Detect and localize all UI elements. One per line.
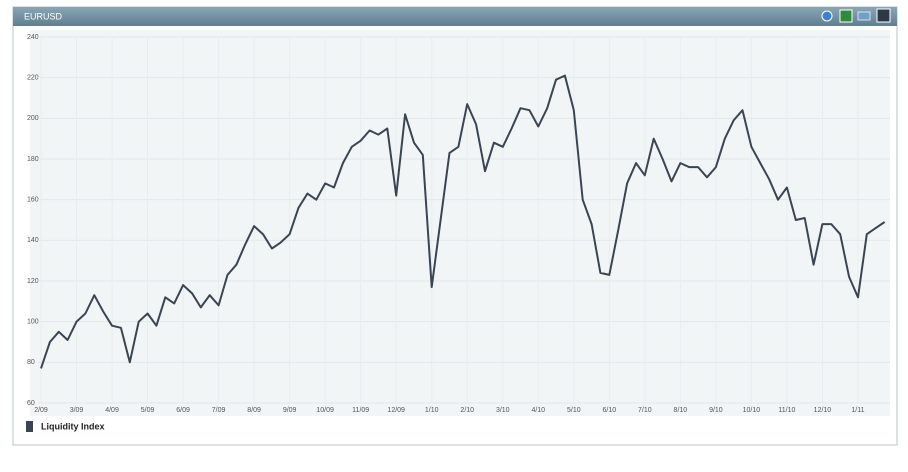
x-tick-label: 3/09 bbox=[70, 407, 84, 414]
y-tick-label: 180 bbox=[27, 156, 39, 163]
widget-header bbox=[13, 7, 897, 26]
legend-swatch bbox=[26, 421, 33, 432]
y-tick-label: 140 bbox=[27, 237, 39, 244]
popout-icon[interactable] bbox=[876, 8, 891, 23]
x-tick-label: 5/10 bbox=[567, 407, 581, 414]
info-icon[interactable] bbox=[821, 10, 833, 22]
x-tick-label: 1/10 bbox=[425, 407, 439, 414]
x-tick-label: 9/10 bbox=[709, 407, 723, 414]
x-tick-label: 6/09 bbox=[176, 407, 190, 414]
y-tick-label: 200 bbox=[27, 115, 39, 122]
x-tick-label: 7/09 bbox=[212, 407, 226, 414]
x-tick-label: 4/09 bbox=[105, 407, 119, 414]
x-tick-label: 5/09 bbox=[141, 407, 155, 414]
x-tick-label: 12/09 bbox=[387, 407, 405, 414]
x-tick-label: 9/09 bbox=[283, 407, 297, 414]
x-tick-label: 8/10 bbox=[674, 407, 688, 414]
data-line bbox=[40, 74, 886, 369]
x-tick-label: 3/10 bbox=[496, 407, 510, 414]
x-tick-label: 11/10 bbox=[778, 407, 795, 414]
x-tick-label: 4/10 bbox=[531, 407, 545, 414]
x-tick-label: 6/10 bbox=[603, 407, 617, 414]
link-icon[interactable] bbox=[857, 11, 871, 21]
y-tick-label: 220 bbox=[27, 75, 39, 82]
x-tick-label: 10/09 bbox=[316, 407, 334, 414]
y-tick-label: 60 bbox=[27, 400, 35, 407]
y-tick-label: 240 bbox=[27, 34, 39, 41]
excel-icon[interactable] bbox=[839, 9, 853, 23]
legend-label: Liquidity Index bbox=[41, 421, 105, 431]
y-tick-label: 120 bbox=[27, 278, 39, 285]
x-tick-label: 10/10 bbox=[743, 407, 761, 414]
y-tick-label: 100 bbox=[27, 319, 39, 326]
x-tick-label: 11/09 bbox=[352, 407, 369, 414]
x-tick-label: 2/10 bbox=[460, 407, 474, 414]
y-tick-label: 80 bbox=[27, 359, 35, 366]
widget-title: EURUSD bbox=[24, 11, 63, 21]
x-tick-label: 2/09 bbox=[34, 407, 48, 414]
x-tick-label: 7/10 bbox=[638, 407, 652, 414]
plot-area bbox=[30, 30, 890, 416]
x-tick-label: 1/11 bbox=[851, 407, 864, 414]
x-tick-label: 8/09 bbox=[247, 407, 261, 414]
x-tick-label: 12/10 bbox=[814, 407, 832, 414]
y-tick-label: 160 bbox=[27, 197, 39, 204]
